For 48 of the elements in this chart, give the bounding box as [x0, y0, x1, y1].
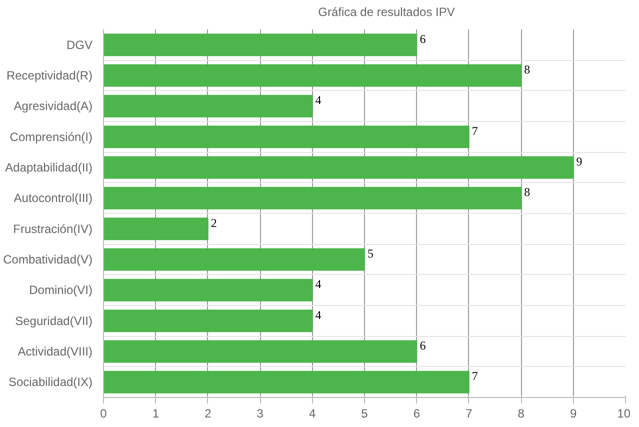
data-label: 4 [315, 93, 322, 108]
bar [104, 186, 522, 210]
bar [104, 248, 365, 271]
y-tick-label: Adaptabilidad(II) [5, 160, 93, 174]
x-tick-label: 6 [413, 406, 420, 420]
y-tick-label: Seguridad(VII) [15, 314, 93, 328]
data-label: 6 [420, 32, 426, 46]
x-tick-label: 3 [256, 406, 264, 420]
bar [104, 156, 574, 179]
data-label: 4 [315, 308, 322, 322]
data-label: 8 [524, 185, 530, 200]
x-tick-label: 4 [308, 406, 316, 420]
y-tick-label: Agresividad(A) [14, 99, 93, 114]
data-label: 4 [315, 277, 322, 292]
x-tick-label: 5 [361, 406, 368, 420]
bar [104, 64, 522, 87]
y-tick-label: Dominio(VI) [29, 283, 93, 298]
y-tick-label: Comprensión(I) [10, 130, 93, 144]
bar [104, 218, 208, 240]
data-label: 7 [472, 369, 478, 384]
y-tick-label: Receptividad(R) [6, 68, 93, 82]
data-label: 7 [472, 124, 478, 138]
data-label: 2 [210, 216, 217, 230]
data-label: 8 [524, 62, 530, 76]
x-tick-label: 0 [100, 406, 108, 420]
data-label: 6 [420, 338, 426, 352]
x-tick-label: 2 [204, 406, 212, 420]
bar [104, 370, 470, 394]
bar [104, 94, 313, 118]
bar [104, 310, 313, 332]
x-tick-label: 10 [617, 406, 631, 420]
bar [104, 278, 313, 302]
x-tick-label: 7 [466, 406, 473, 420]
bar [104, 340, 418, 363]
x-tick-label: 9 [570, 406, 577, 420]
x-tick-label: 1 [152, 406, 160, 420]
series-label: Gráfica de resultados IPV [318, 5, 455, 19]
y-tick-label: Frustración(IV) [13, 222, 93, 236]
y-tick-label: Autocontrol(III) [14, 191, 93, 206]
bar [104, 34, 418, 56]
x-tick-label: 8 [518, 406, 525, 420]
y-tick-label: Combatividad(V) [3, 252, 93, 266]
y-tick-label: Sociabilidad(IX) [8, 375, 93, 390]
data-label: 5 [368, 246, 374, 260]
bar [104, 126, 470, 148]
y-tick-label: Actividad(VIII) [18, 344, 93, 358]
data-label: 9 [576, 154, 582, 168]
y-tick-label: DGV [66, 38, 93, 52]
